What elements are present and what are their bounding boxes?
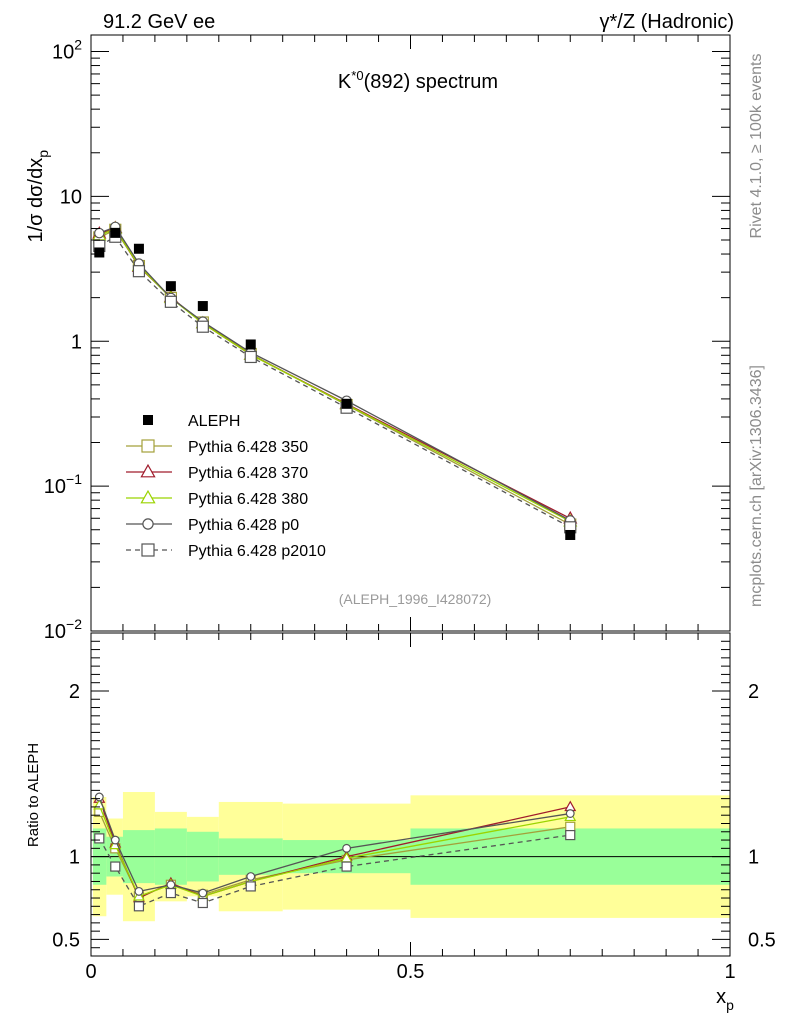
legend-label-4: Pythia 6.428 p2010 — [188, 543, 326, 560]
series-3-ratio-point-5 — [246, 872, 256, 881]
x-axis-label-sub: p — [726, 997, 734, 1013]
series-4-main-point-2 — [132, 265, 146, 278]
ratio-tick-label-left-0: 0.5 — [52, 929, 80, 951]
legend-marker-3 — [142, 518, 154, 530]
series-4-main-point-4 — [196, 320, 209, 333]
data-point-2 — [133, 243, 144, 254]
data-point-3 — [165, 281, 176, 292]
series-3-ratio-point-3 — [166, 880, 176, 890]
main-plot-frame — [90, 34, 731, 632]
series-0-ratio-point-7 — [565, 821, 576, 832]
series-0-main-line — [99, 228, 571, 526]
data-point-6 — [341, 398, 352, 409]
ratio-tick-label-right-1: 1 — [748, 847, 759, 869]
y-axis-label: 1/σ dσ/dxp — [25, 150, 51, 243]
plot-title: K*0(892) spectrum — [338, 68, 498, 93]
header-left: 91.2 GeV ee — [103, 11, 215, 33]
y-tick-label-base-0: 10 — [52, 42, 74, 64]
series-4-ratio-point-0 — [94, 833, 105, 844]
data-point-0 — [94, 247, 105, 258]
series-4-ratio-point-3 — [165, 887, 176, 899]
y-tick-label-0: 102 — [52, 37, 82, 64]
series-3-ratio-point-2 — [134, 886, 144, 896]
series-4-main-point-5 — [244, 350, 257, 364]
series-3-main-point-0 — [94, 227, 105, 239]
legend-marker-4 — [141, 543, 155, 557]
ratio-plot-panel: 0 0.5 10.5 0.51 12 2 Ratio to ALEPH xp — [25, 632, 776, 1013]
series-4-ratio-point-4 — [197, 897, 208, 909]
data-point-7 — [565, 529, 576, 540]
series-3-ratio-point-7 — [565, 809, 575, 818]
legend-label-3: Pythia 6.428 p0 — [188, 517, 299, 534]
y-tick-label-1: 10 — [60, 186, 82, 208]
series-4-ratio-line — [98, 834, 571, 908]
legend-label-2: Pythia 6.428 380 — [188, 491, 308, 508]
legend-marker-0 — [141, 439, 155, 453]
title-superscript: *0 — [351, 68, 363, 83]
y-tick-label-3: 10−1 — [44, 471, 82, 498]
series-4-main-line — [98, 235, 571, 528]
title-base: K — [338, 71, 352, 93]
header-right-symbol: γ — [600, 11, 610, 33]
header-right: γ*/Z (Hadronic) — [600, 11, 734, 33]
legend-marker-1 — [140, 463, 156, 478]
series-3-ratio-point-6 — [342, 843, 352, 853]
series-4-ratio-point-2 — [133, 901, 145, 912]
x-axis-label-main: x — [716, 986, 726, 1008]
y-axis-label-main: 1/σ dσ/dx — [25, 158, 47, 243]
legend-marker-data — [143, 415, 153, 425]
y-tick-label-exp-3: −1 — [66, 471, 82, 487]
ratio-axis-label: Ratio to ALEPH — [25, 743, 42, 847]
y-tick-label-base-3: 10 — [44, 476, 66, 498]
data-point-5 — [245, 339, 256, 350]
series-4-ratio-point-7 — [565, 829, 576, 841]
series-3-main-line — [99, 226, 571, 522]
ratio-tick-label-left-1: 1 — [69, 847, 80, 869]
series-3-ratio-point-0 — [94, 792, 104, 802]
series-4-main-point-3 — [164, 295, 177, 308]
mcplots-reference-text: mcplots.cern.ch [arXiv:1306.3436] — [748, 365, 765, 607]
ratio-tick-label-left-2: 2 — [69, 681, 80, 703]
y-tick-label-exp-4: −2 — [66, 616, 82, 632]
x-tick-label-1: 0.5 — [397, 961, 425, 983]
title-rest: (892) spectrum — [364, 71, 499, 93]
ratio-tick-label-right-0: 0.5 — [748, 929, 776, 951]
series-3-ratio-point-1 — [110, 835, 120, 845]
data-point-1 — [110, 227, 121, 238]
series-4-ratio-point-1 — [110, 861, 121, 872]
legend-label-1: Pythia 6.428 370 — [188, 465, 308, 482]
y-tick-label-2: 1 — [71, 331, 82, 353]
legend-marker-2 — [140, 489, 156, 504]
series-4-ratio-point-6 — [341, 861, 352, 872]
series-3-ratio-point-4 — [198, 888, 208, 898]
analysis-id: (ALEPH_1996_I428072) — [339, 591, 492, 607]
header-right-rest: */Z (Hadronic) — [610, 11, 734, 33]
data-point-4 — [197, 301, 208, 312]
x-axis-label: xp — [716, 986, 734, 1013]
rivet-version-text: Rivet 4.1.0, ≥ 100k events — [748, 54, 765, 239]
y-tick-label-4: 10−2 — [44, 616, 82, 643]
series-1-main-line — [99, 227, 571, 520]
series-3-ratio-line — [98, 796, 571, 894]
y-tick-label-base-4: 10 — [44, 621, 66, 643]
series-2-main-line — [99, 227, 571, 523]
legend-label-data: ALEPH — [188, 413, 240, 430]
x-tick-label-0: 0 — [85, 961, 96, 983]
legend: ALEPH Pythia 6.428 350 Pythia 6.428 370 Pyt… — [126, 413, 326, 560]
y-axis-label-sub: p — [35, 150, 51, 158]
ratio-tick-label-right-2: 2 — [748, 681, 759, 703]
series-2-ratio-line — [98, 805, 571, 898]
legend-label-0: Pythia 6.428 350 — [188, 439, 308, 456]
x-tick-label-2: 1 — [724, 961, 735, 983]
y-tick-label-exp-0: 2 — [74, 37, 82, 53]
series-4-ratio-point-5 — [245, 881, 256, 892]
